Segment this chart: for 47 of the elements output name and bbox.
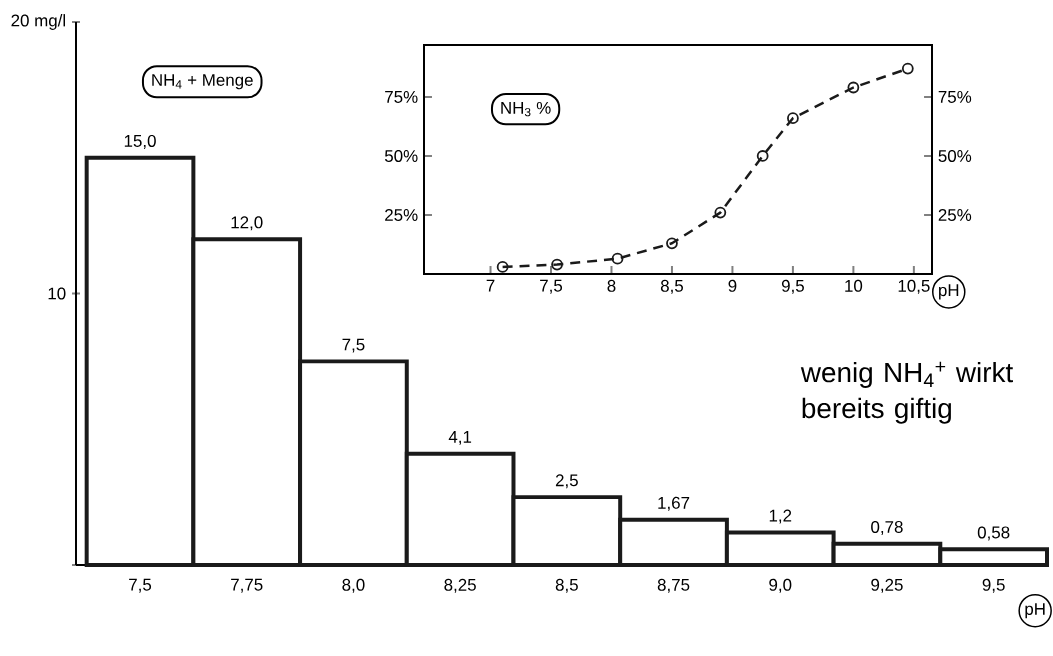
y-axis-title: NH$_{3}$ % <box>501 101 551 117</box>
point <box>901 62 914 75</box>
data-label: 0,78 <box>871 520 903 535</box>
point <box>551 258 563 271</box>
x-tick-label: 8,25 <box>444 578 476 593</box>
y-tick-label: 75% <box>385 90 418 103</box>
point <box>666 237 678 250</box>
x-tick-label: 10 <box>845 279 863 292</box>
annotation: wenig NH$_{4}$$^{+}$ wirkt bereits giftig <box>800 361 1013 424</box>
x-tick-label: 7 <box>486 279 495 292</box>
data-label: 4,1 <box>448 431 472 445</box>
x-tick-label: 8,5 <box>555 578 578 593</box>
point <box>847 81 860 94</box>
x-tick-label: 8,5 <box>660 279 684 294</box>
x-tick-label: 9,5 <box>781 279 804 294</box>
point <box>714 206 727 219</box>
point <box>611 252 624 265</box>
x-tick-label: 8,0 <box>342 578 365 593</box>
data-label: 0,58 <box>977 526 1010 541</box>
point <box>756 150 769 162</box>
point <box>787 112 799 125</box>
data-label: 1,67 <box>658 496 690 511</box>
x-tick-label: 9,5 <box>982 578 1005 593</box>
point <box>496 261 509 273</box>
x-tick-label: 9,25 <box>871 578 903 593</box>
data-label: 2,5 <box>555 474 578 489</box>
x-tick-label: 9 <box>728 279 737 292</box>
y2-tick-label: 25% <box>938 208 972 221</box>
y-tick-label: 20 mg/l <box>11 14 66 30</box>
x-tick-label: 7,5 <box>129 578 152 593</box>
data-label: 12,0 <box>231 216 263 231</box>
x-tick-label: 10,5 <box>898 279 930 294</box>
x-tick-label: 8,75 <box>657 578 690 593</box>
x-tick-label: 8 <box>607 279 616 292</box>
data-label: 7,5 <box>342 338 365 353</box>
y-axis-title: NH$_{4}$ + Menge <box>152 74 253 90</box>
y2-tick-label: 50% <box>938 149 972 162</box>
x-axis-title: pH <box>939 284 959 300</box>
y2-tick-label: 75% <box>938 90 972 103</box>
y-tick-label: 50% <box>384 149 418 162</box>
y-tick-label: 25% <box>385 208 418 221</box>
x-tick-label: 9,0 <box>769 578 792 593</box>
x-tick-label: 7,75 <box>231 578 263 593</box>
x-axis-title: pH <box>1025 603 1045 619</box>
data-label: 15,0 <box>124 134 156 149</box>
x-tick-label: 7,5 <box>540 279 563 294</box>
data-label: 1,2 <box>769 509 792 524</box>
